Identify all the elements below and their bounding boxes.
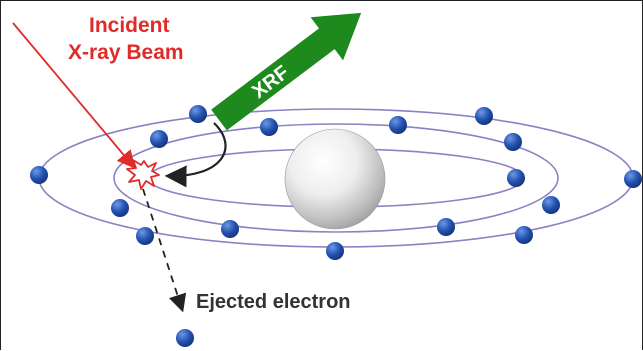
electron (475, 107, 493, 125)
incident-beam-arrow (12, 22, 136, 169)
electron (515, 226, 533, 244)
middle-orbit (113, 123, 559, 233)
nucleus (284, 128, 386, 230)
electron (624, 170, 642, 188)
electron (504, 133, 522, 151)
electron (221, 220, 239, 238)
electron (542, 196, 560, 214)
ejected-electron (176, 329, 194, 347)
incident-label-line1: Incident (89, 14, 170, 37)
ejected-path-arrow (142, 188, 187, 313)
electron-transition-arrow (164, 122, 227, 188)
electron (189, 105, 207, 123)
electron (507, 169, 525, 187)
electron (136, 227, 154, 245)
xrf-arrow: XRF (211, 12, 362, 131)
vacancy-burst-icon (126, 159, 160, 190)
electron (150, 130, 168, 148)
incident-label-line2: X-ray Beam (68, 41, 184, 64)
electron (326, 242, 344, 260)
electron (260, 118, 278, 136)
electron (389, 116, 407, 134)
ejected-electron-label: Ejected electron (196, 291, 351, 313)
electrons (30, 105, 642, 260)
electron (111, 199, 129, 217)
electron (437, 218, 455, 236)
electron (30, 166, 48, 184)
